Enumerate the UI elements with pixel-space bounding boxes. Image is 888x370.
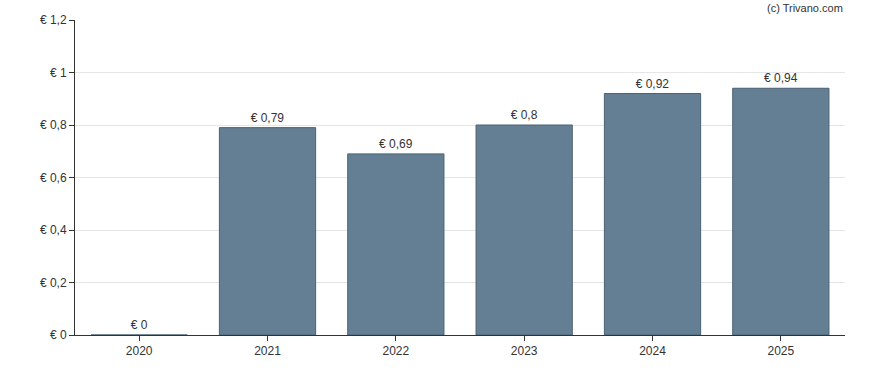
svg-text:2020: 2020: [126, 344, 153, 358]
svg-text:€ 0,4: € 0,4: [40, 223, 67, 237]
svg-text:2024: 2024: [639, 344, 666, 358]
svg-text:€ 0,2: € 0,2: [40, 276, 67, 290]
svg-text:€ 0: € 0: [50, 328, 67, 342]
svg-text:2022: 2022: [382, 344, 409, 358]
svg-text:2025: 2025: [767, 344, 794, 358]
svg-text:€ 0,8: € 0,8: [40, 118, 67, 132]
svg-text:€ 0,8: € 0,8: [511, 108, 538, 122]
svg-text:€ 0,94: € 0,94: [764, 71, 798, 85]
svg-text:€ 0,69: € 0,69: [379, 137, 413, 151]
svg-text:2021: 2021: [254, 344, 281, 358]
svg-text:€ 0,6: € 0,6: [40, 171, 67, 185]
svg-text:(c) Trivano.com: (c) Trivano.com: [767, 2, 843, 14]
svg-text:€ 0,79: € 0,79: [251, 111, 285, 125]
svg-text:2023: 2023: [511, 344, 538, 358]
svg-text:€ 0,92: € 0,92: [636, 77, 670, 91]
svg-text:€ 0: € 0: [131, 318, 148, 332]
svg-text:€ 1: € 1: [50, 66, 67, 80]
svg-text:€ 1,2: € 1,2: [40, 13, 67, 27]
